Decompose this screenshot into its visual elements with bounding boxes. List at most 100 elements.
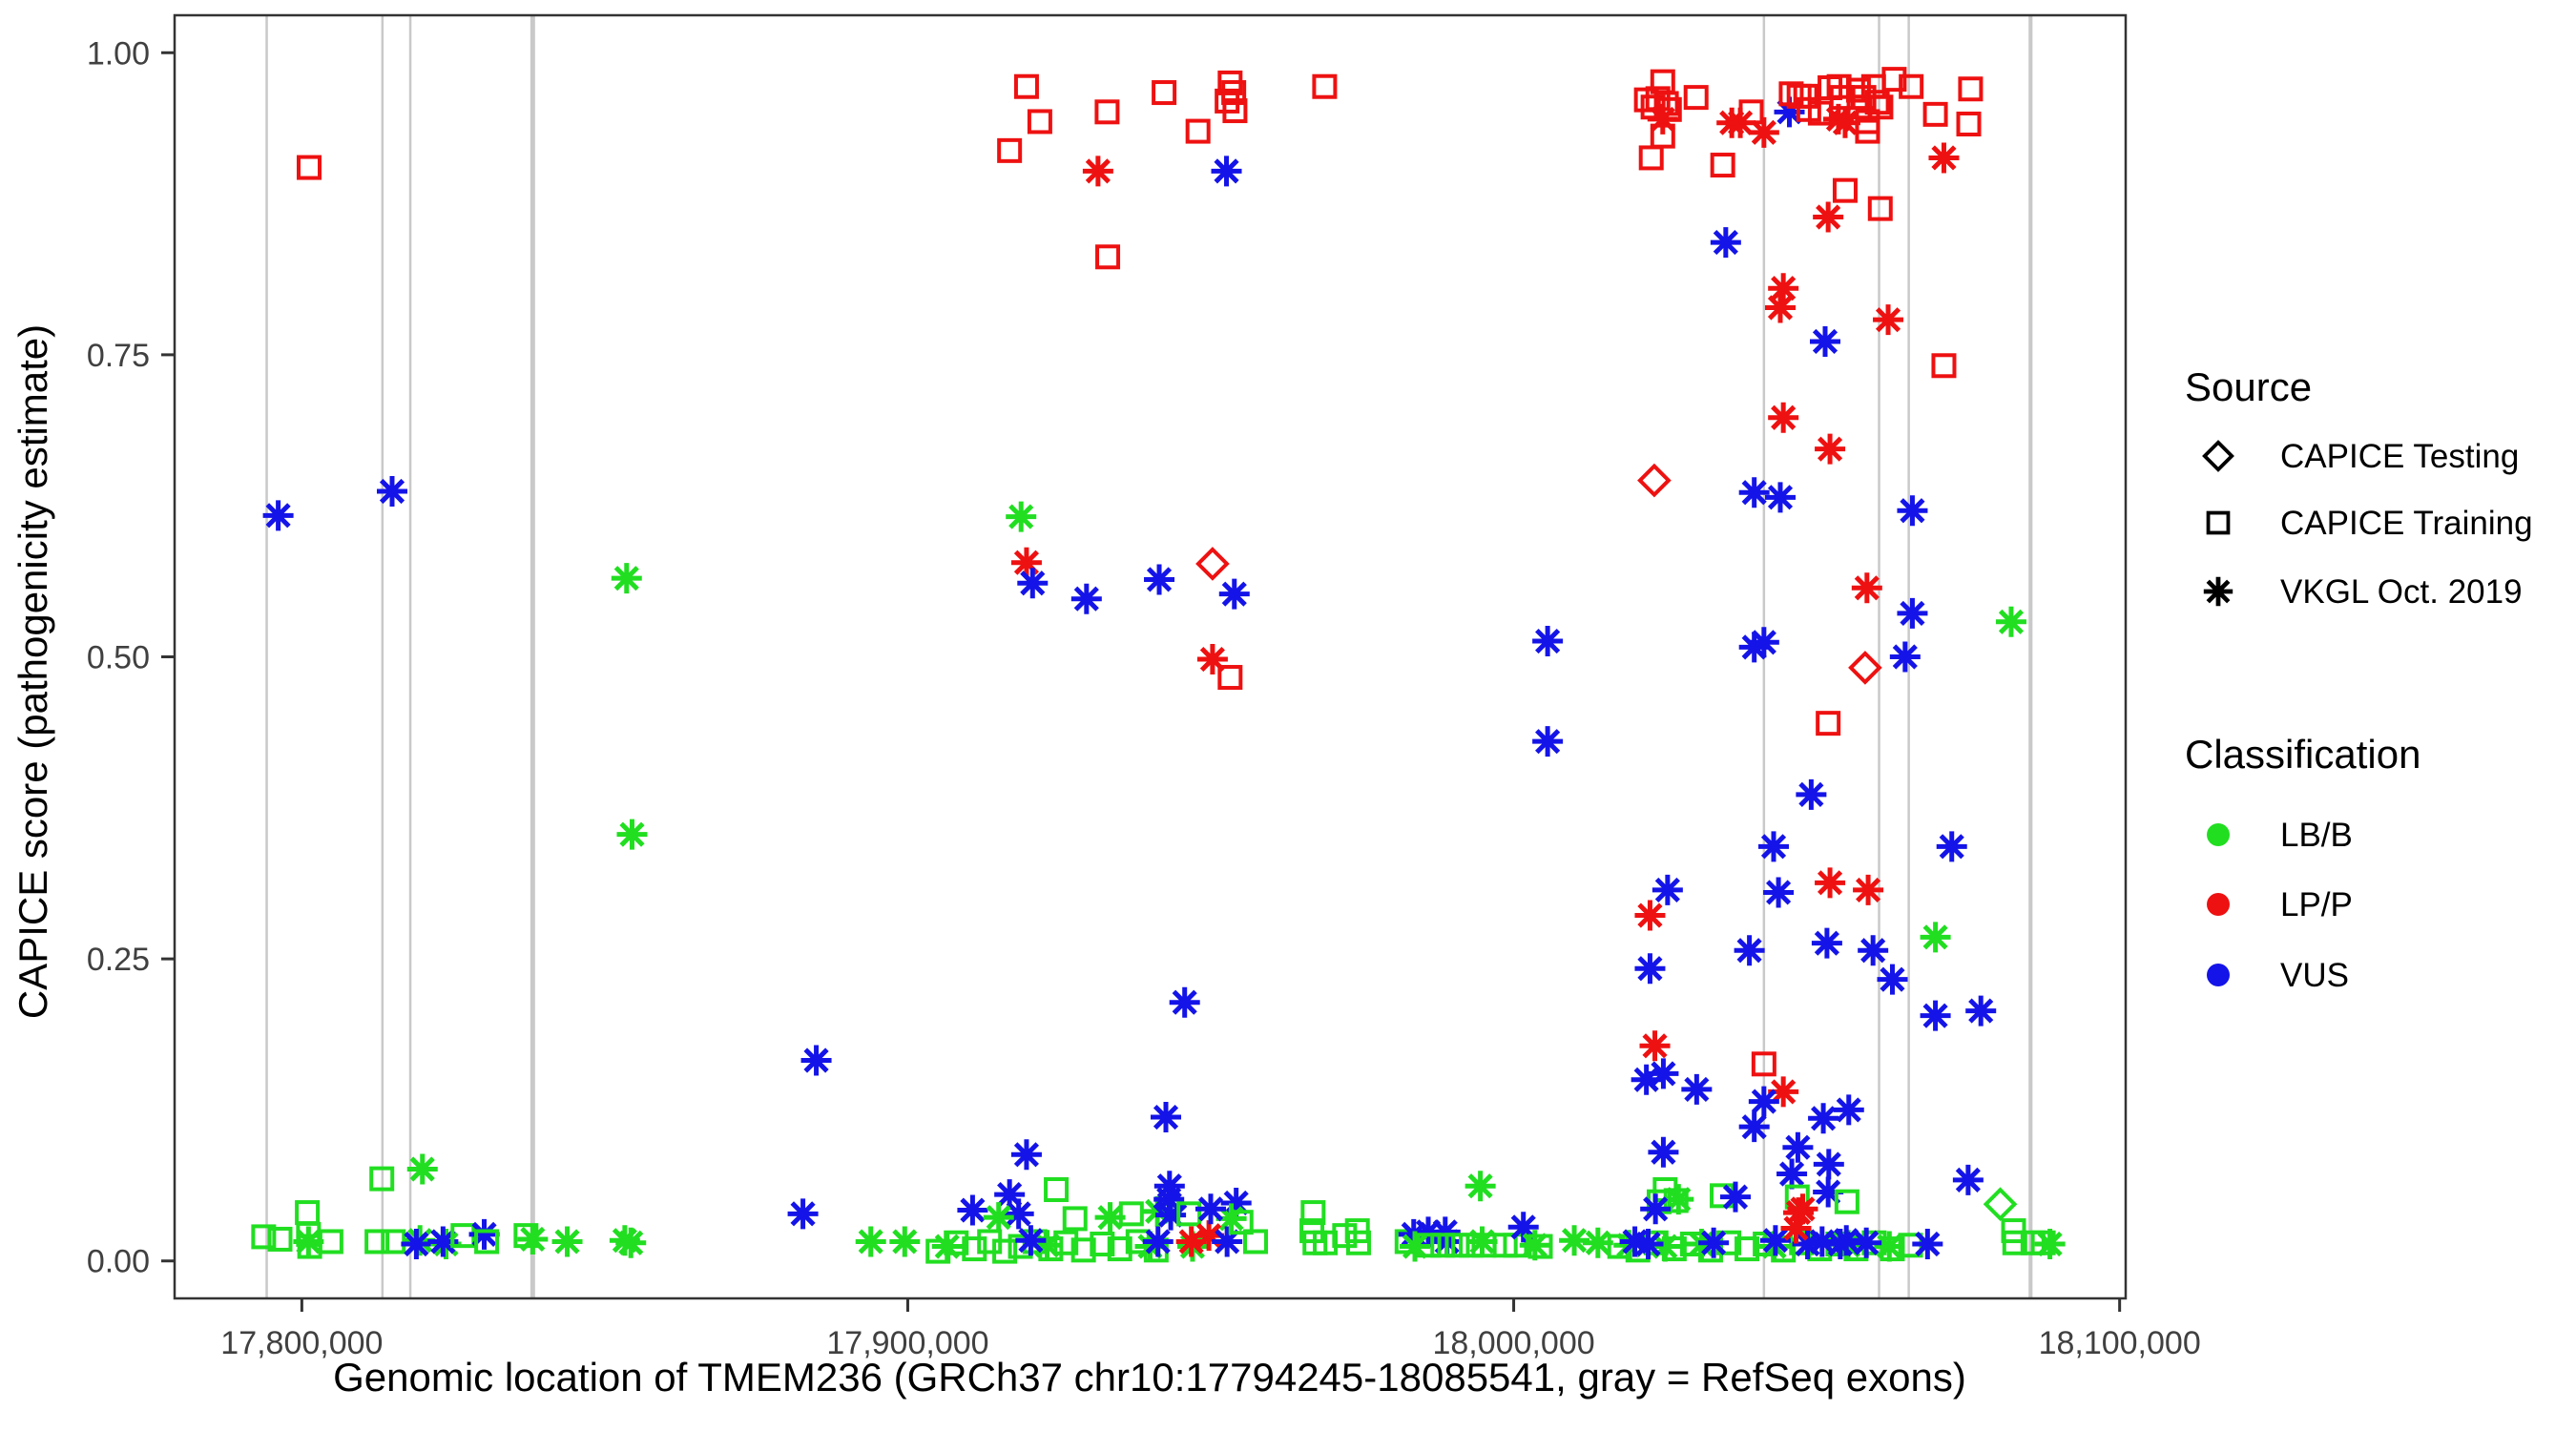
data-point — [1815, 867, 1846, 899]
data-point — [983, 1202, 1014, 1234]
data-point — [1118, 1201, 1144, 1227]
data-point — [992, 1238, 1018, 1264]
data-point — [1638, 145, 1664, 171]
data-point — [1815, 433, 1846, 465]
data-point — [1652, 874, 1683, 905]
data-point — [1152, 80, 1177, 106]
data-point — [997, 137, 1023, 163]
data-point — [1637, 463, 1672, 498]
data-point — [1833, 1094, 1864, 1126]
legend-color-dot — [2207, 823, 2230, 846]
data-point — [1809, 325, 1840, 357]
data-point — [1082, 156, 1113, 187]
data-point — [1466, 1226, 1498, 1257]
data-point — [1142, 1195, 1174, 1227]
data-point — [1195, 1193, 1227, 1225]
data-point — [1095, 244, 1121, 270]
data-point — [427, 1226, 459, 1257]
data-point — [1880, 1236, 1905, 1262]
legend-source-label: CAPICE Testing — [2280, 438, 2519, 475]
data-point — [1640, 1193, 1672, 1225]
data-point — [1650, 1231, 1681, 1262]
data-point — [369, 1166, 395, 1192]
refseq-exon-line — [408, 15, 412, 1298]
data-point — [1070, 583, 1102, 614]
data-point — [1920, 922, 1951, 953]
legend-classification-label: LP/P — [2280, 886, 2353, 923]
legend-classification-label: LB/B — [2280, 817, 2353, 854]
data-point — [1738, 632, 1770, 663]
data-point — [1090, 1232, 1115, 1257]
data-point — [364, 1229, 390, 1255]
data-point — [1416, 1233, 1442, 1258]
data-point — [1507, 1212, 1539, 1243]
data-point — [1931, 353, 1957, 379]
data-point — [1765, 292, 1796, 323]
data-point — [1811, 927, 1842, 959]
data-point — [855, 1226, 886, 1257]
data-point — [1889, 641, 1921, 673]
data-point — [1465, 1171, 1496, 1202]
data-point — [994, 1179, 1026, 1211]
data-point — [1738, 99, 1764, 125]
refseq-exon-line — [265, 15, 268, 1298]
data-point — [1720, 1181, 1751, 1213]
data-point — [1631, 1064, 1662, 1095]
data-point — [1559, 1225, 1590, 1256]
data-point — [1218, 578, 1250, 610]
data-point — [1758, 831, 1790, 862]
y-tick-label: 0.00 — [87, 1244, 150, 1280]
data-point — [318, 1229, 343, 1255]
data-point — [1778, 81, 1804, 107]
data-point — [1683, 85, 1709, 111]
data-point — [962, 1236, 987, 1262]
data-point — [1017, 568, 1049, 599]
legend-source-label: CAPICE Training — [2280, 505, 2533, 542]
data-point — [1144, 564, 1175, 595]
data-point — [1873, 304, 1904, 336]
data-point — [1958, 76, 1984, 102]
data-point — [1920, 1000, 1951, 1031]
data-point — [551, 1226, 583, 1257]
x-tick-label: 17,800,000 — [220, 1325, 383, 1361]
data-point — [1813, 1149, 1844, 1180]
data-point — [1928, 142, 1960, 174]
data-point — [1013, 73, 1039, 99]
data-point — [1792, 1229, 1823, 1260]
x-axis-title: Genomic location of TMEM236 (GRCh37 chr1… — [333, 1355, 1966, 1400]
data-point — [293, 1226, 324, 1257]
data-point — [474, 1229, 500, 1255]
data-point — [1648, 1058, 1679, 1089]
data-point — [1015, 1225, 1047, 1256]
data-point — [1855, 118, 1880, 144]
data-point — [1813, 1176, 1844, 1208]
data-point — [1444, 1233, 1470, 1258]
data-point — [1793, 83, 1818, 109]
data-point — [931, 1231, 963, 1262]
data-point — [1783, 1197, 1815, 1229]
data-point — [1782, 1131, 1814, 1163]
data-point — [1936, 831, 1967, 862]
legend-color-dot — [2207, 893, 2230, 916]
data-point — [1759, 1225, 1791, 1256]
legend-source-title: Source — [2185, 364, 2312, 409]
refseq-exon-line — [381, 15, 384, 1298]
data-point — [1044, 1177, 1070, 1203]
data-point — [1176, 1201, 1202, 1227]
data-point — [1195, 547, 1230, 581]
data-point — [1243, 1229, 1269, 1255]
data-point — [1094, 1202, 1126, 1234]
data-point — [1808, 1103, 1839, 1134]
data-point — [957, 1194, 988, 1226]
data-point — [1211, 156, 1242, 187]
data-point — [1734, 935, 1765, 966]
data-point — [1413, 1216, 1444, 1248]
data-point — [1196, 644, 1228, 675]
legend-color-dot — [2207, 964, 2230, 986]
data-point — [517, 1223, 549, 1255]
data-point — [1995, 606, 2026, 637]
data-point — [1185, 118, 1211, 144]
data-point — [1519, 1230, 1550, 1261]
data-point — [251, 1224, 277, 1250]
data-point — [1776, 1158, 1808, 1190]
